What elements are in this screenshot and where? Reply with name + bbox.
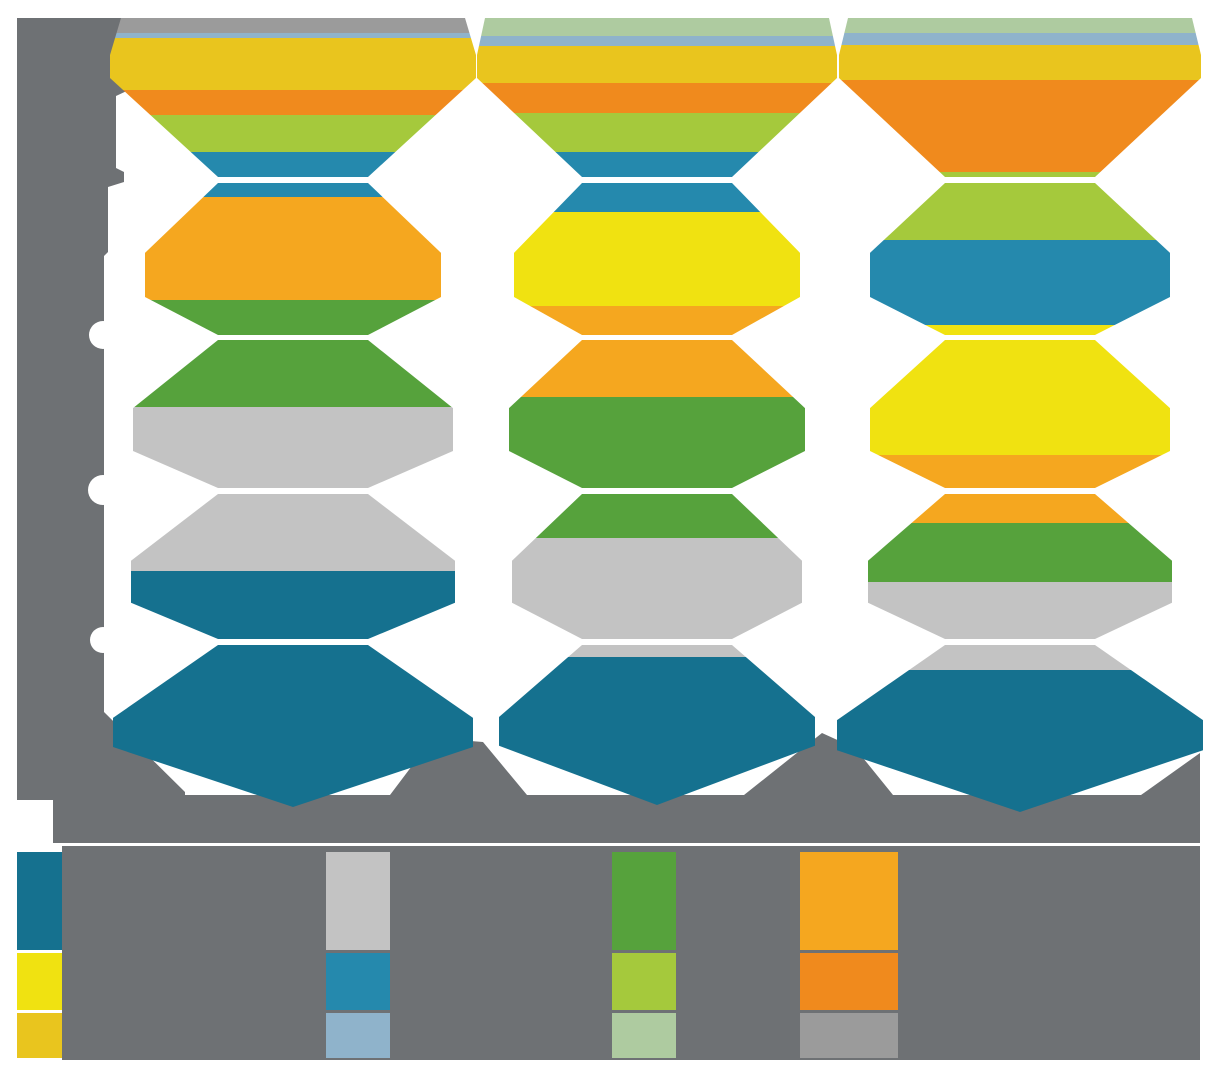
legend-swatch-blue bbox=[326, 953, 390, 1010]
y-axis-blob-notch-1 bbox=[89, 321, 117, 349]
legend-swatch-brightyellow bbox=[17, 953, 62, 1010]
column-1-segment-2 bbox=[145, 183, 441, 335]
series-band-brightyellow bbox=[514, 212, 800, 306]
y-axis-blob-notch-2 bbox=[88, 475, 118, 505]
legend-swatch-gold bbox=[17, 1013, 62, 1058]
y-axis-blob-notch-3 bbox=[90, 627, 116, 653]
series-band-green bbox=[509, 397, 805, 488]
y-axis-title-blob bbox=[17, 18, 185, 800]
column-1-segment-4 bbox=[131, 494, 455, 639]
series-band-sage bbox=[839, 18, 1201, 33]
series-band-blue bbox=[145, 183, 441, 197]
series-band-yellowgreen bbox=[839, 172, 1201, 177]
legend-swatch-green bbox=[612, 852, 676, 950]
series-band-gold bbox=[110, 38, 476, 90]
legend-swatch-amber bbox=[800, 852, 898, 950]
series-band-darkorange bbox=[110, 90, 476, 115]
legend-swatch-steelblue bbox=[326, 1013, 390, 1058]
series-band-steelblue bbox=[477, 36, 837, 46]
series-band-darkorange bbox=[477, 83, 837, 113]
series-band-gray bbox=[110, 18, 476, 33]
column-3-segment-4 bbox=[868, 494, 1172, 639]
series-band-gold bbox=[477, 46, 837, 83]
column-2-segment-4 bbox=[512, 494, 802, 639]
legend-swatch-darkorange bbox=[800, 953, 898, 1010]
series-band-steelblue bbox=[839, 33, 1201, 45]
legend bbox=[17, 852, 898, 1058]
legend-swatch-sage bbox=[612, 1013, 676, 1058]
legend-swatch-teal bbox=[17, 852, 62, 950]
series-band-gold bbox=[839, 45, 1201, 80]
series-band-brightyellow bbox=[870, 325, 1170, 335]
x-axis-labels-blob bbox=[53, 733, 1200, 843]
legend-swatch-yellowgreen bbox=[612, 953, 676, 1010]
series-band-blue bbox=[870, 240, 1170, 325]
series-band-steelblue bbox=[110, 33, 476, 38]
legend-swatch-lightgray bbox=[326, 852, 390, 950]
series-band-green bbox=[868, 523, 1172, 582]
legend-swatch-gray bbox=[800, 1013, 898, 1058]
series-band-sage bbox=[477, 18, 837, 36]
series-band-lightgray bbox=[512, 538, 802, 639]
series-band-amber bbox=[145, 197, 441, 300]
column-3-segment-2 bbox=[870, 183, 1170, 335]
chart-column-1 bbox=[110, 18, 476, 807]
